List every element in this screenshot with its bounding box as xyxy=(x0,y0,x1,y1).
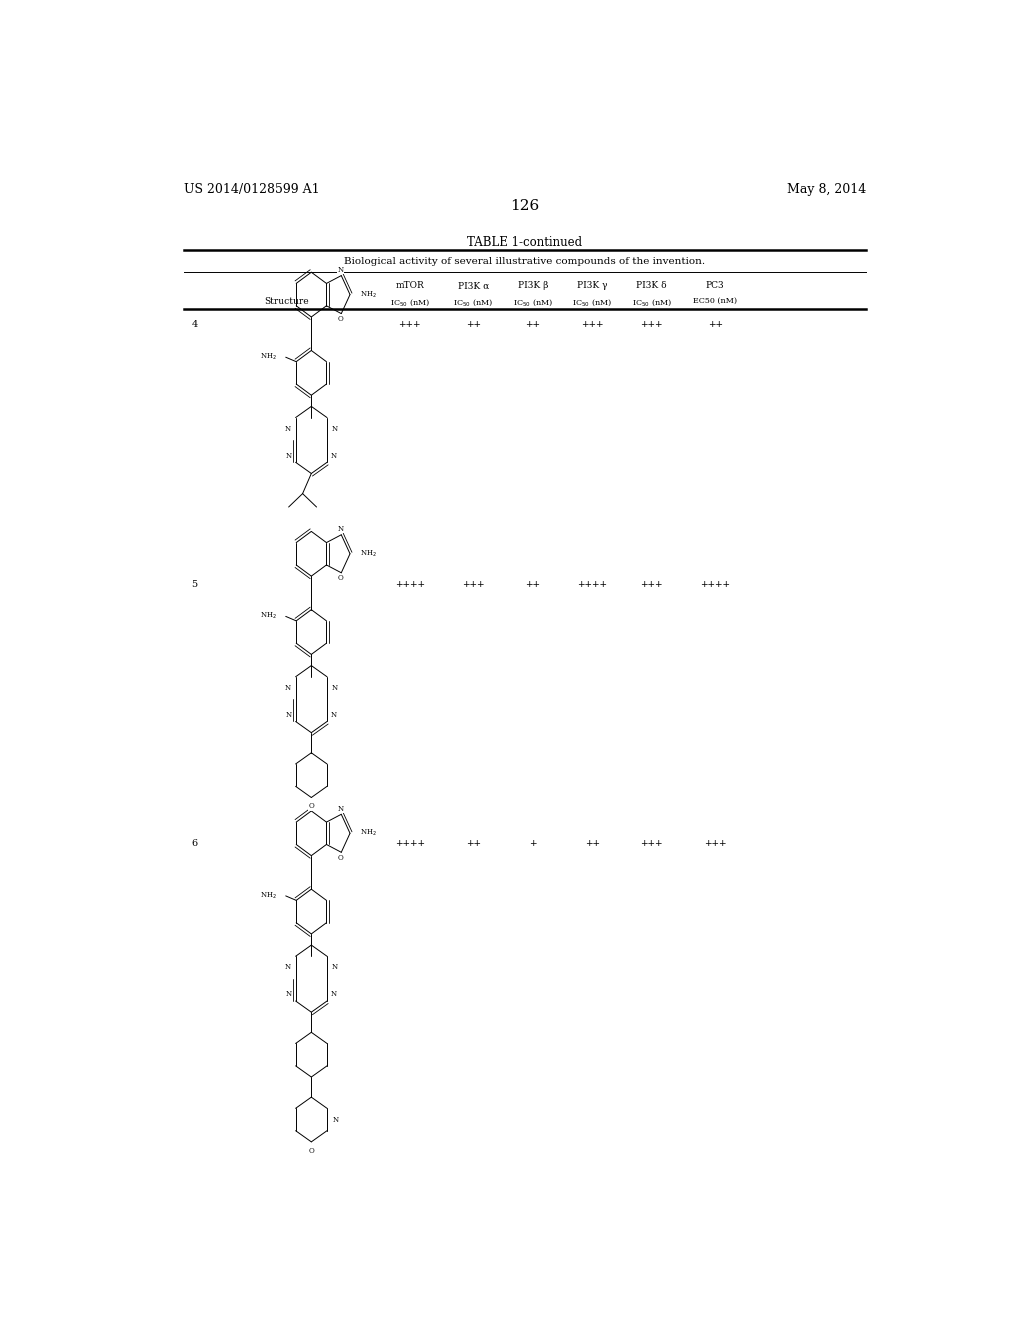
Text: N: N xyxy=(331,990,337,998)
Text: NH$_2$: NH$_2$ xyxy=(359,289,377,300)
Text: NH$_2$: NH$_2$ xyxy=(359,549,377,558)
Text: N: N xyxy=(331,451,337,459)
Text: IC$_{50}$ (nM): IC$_{50}$ (nM) xyxy=(632,297,672,308)
Text: O: O xyxy=(308,1147,314,1155)
Text: N: N xyxy=(285,964,291,972)
Text: IC$_{50}$ (nM): IC$_{50}$ (nM) xyxy=(389,297,430,308)
Text: TABLE 1-continued: TABLE 1-continued xyxy=(467,236,583,248)
Text: +: + xyxy=(529,840,537,849)
Text: PI3K δ: PI3K δ xyxy=(637,281,667,290)
Text: Biological activity of several illustrative compounds of the invention.: Biological activity of several illustrat… xyxy=(344,257,706,267)
Text: NH$_2$: NH$_2$ xyxy=(260,352,278,362)
Text: N: N xyxy=(286,451,292,459)
Text: ++++: ++++ xyxy=(578,581,607,589)
Text: +++: +++ xyxy=(581,319,603,329)
Text: N: N xyxy=(285,684,291,692)
Text: 126: 126 xyxy=(510,199,540,213)
Text: ++: ++ xyxy=(466,840,480,849)
Text: ++++: ++++ xyxy=(394,581,425,589)
Text: ++++: ++++ xyxy=(700,581,730,589)
Text: 4: 4 xyxy=(191,319,198,329)
Text: N: N xyxy=(332,1115,338,1123)
Text: N: N xyxy=(332,964,338,972)
Text: NH$_2$: NH$_2$ xyxy=(260,891,278,902)
Text: 5: 5 xyxy=(191,581,198,589)
Text: ++: ++ xyxy=(466,319,480,329)
Text: ++: ++ xyxy=(525,581,541,589)
Text: ++: ++ xyxy=(585,840,600,849)
Text: IC$_{50}$ (nM): IC$_{50}$ (nM) xyxy=(453,297,494,308)
Text: N: N xyxy=(332,425,338,433)
Text: N: N xyxy=(285,425,291,433)
Text: N: N xyxy=(331,710,337,719)
Text: IC$_{50}$ (nM): IC$_{50}$ (nM) xyxy=(572,297,612,308)
Text: 6: 6 xyxy=(191,840,198,849)
Text: PI3K β: PI3K β xyxy=(517,281,548,290)
Text: +++: +++ xyxy=(398,319,421,329)
Text: US 2014/0128599 A1: US 2014/0128599 A1 xyxy=(183,182,319,195)
Text: ++++: ++++ xyxy=(394,840,425,849)
Text: O: O xyxy=(338,854,343,862)
Text: N: N xyxy=(286,710,292,719)
Text: +++: +++ xyxy=(641,840,663,849)
Text: Structure: Structure xyxy=(264,297,309,306)
Text: EC50 (nM): EC50 (nM) xyxy=(693,297,737,305)
Text: NH$_2$: NH$_2$ xyxy=(359,828,377,838)
Text: PI3K α: PI3K α xyxy=(458,281,488,290)
Text: +++: +++ xyxy=(641,319,663,329)
Text: O: O xyxy=(338,315,343,323)
Text: May 8, 2014: May 8, 2014 xyxy=(786,182,866,195)
Text: N: N xyxy=(337,805,343,813)
Text: N: N xyxy=(286,990,292,998)
Text: +++: +++ xyxy=(705,840,726,849)
Text: +++: +++ xyxy=(462,581,484,589)
Text: O: O xyxy=(308,803,314,810)
Text: N: N xyxy=(332,684,338,692)
Text: mTOR: mTOR xyxy=(395,281,424,290)
Text: ++: ++ xyxy=(708,319,723,329)
Text: N: N xyxy=(337,525,343,533)
Text: PI3K γ: PI3K γ xyxy=(577,281,607,290)
Text: ++: ++ xyxy=(525,319,541,329)
Text: O: O xyxy=(338,574,343,582)
Text: NH$_2$: NH$_2$ xyxy=(260,611,278,622)
Text: N: N xyxy=(337,267,343,275)
Text: +++: +++ xyxy=(641,581,663,589)
Text: IC$_{50}$ (nM): IC$_{50}$ (nM) xyxy=(513,297,553,308)
Text: PC3: PC3 xyxy=(706,281,725,290)
